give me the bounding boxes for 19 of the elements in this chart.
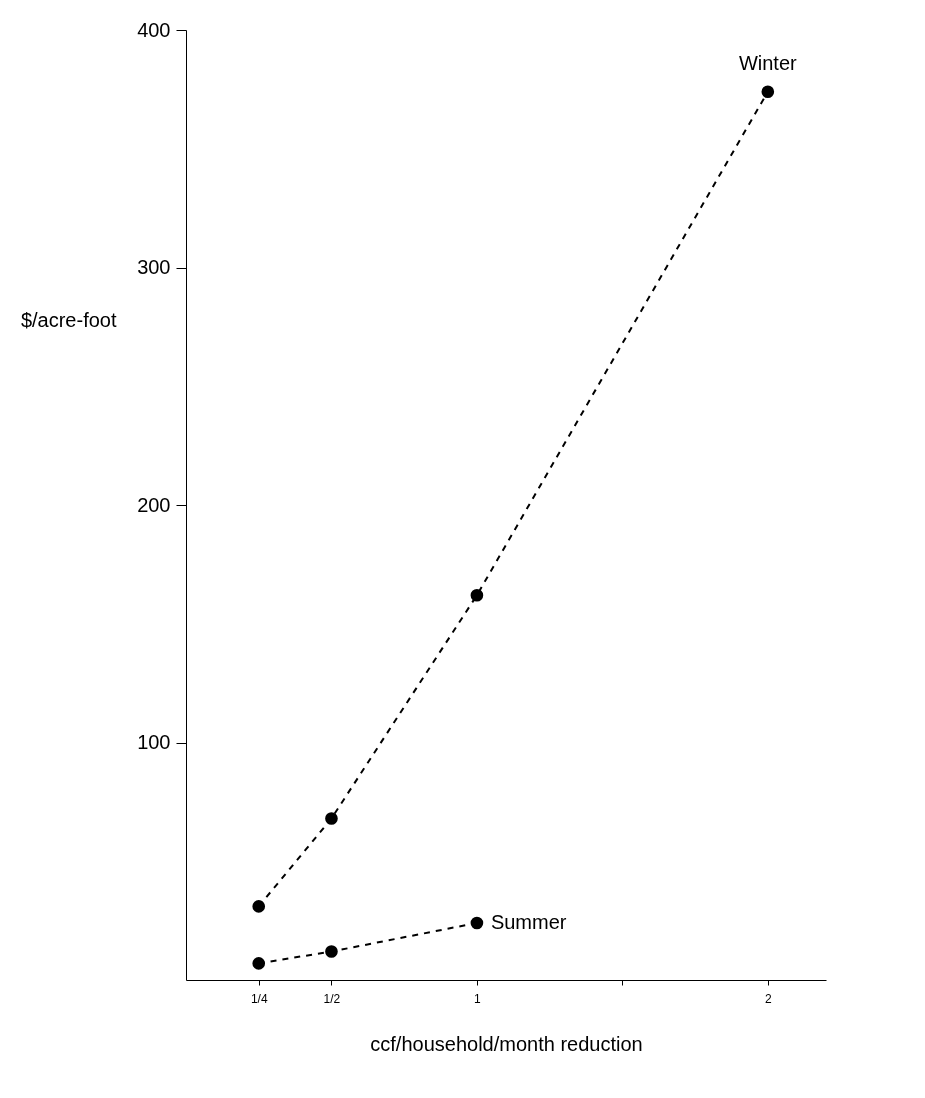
point [252,957,266,970]
y-tick-label: 400 [137,18,171,41]
series-label: Summer [490,911,567,933]
y-tick-label: 300 [137,256,171,278]
point [325,945,338,958]
point [325,812,338,825]
x-tick-label: 1/4 [250,991,268,1006]
point [252,900,266,913]
point [761,85,775,99]
y-tick-label: 100 [137,731,171,753]
y-tick-label: 200 [137,493,171,516]
point [470,916,484,930]
point [470,588,484,602]
x-tick-label: 1/2 [323,991,341,1006]
x-tick-label: 1 [474,991,482,1006]
x-tick-label: 2 [764,991,772,1006]
series-label: Winter [738,51,798,74]
x-axis-title: ccf/household/month reduction [370,1032,643,1055]
y-axis-title: $/acre-foot [20,308,117,331]
